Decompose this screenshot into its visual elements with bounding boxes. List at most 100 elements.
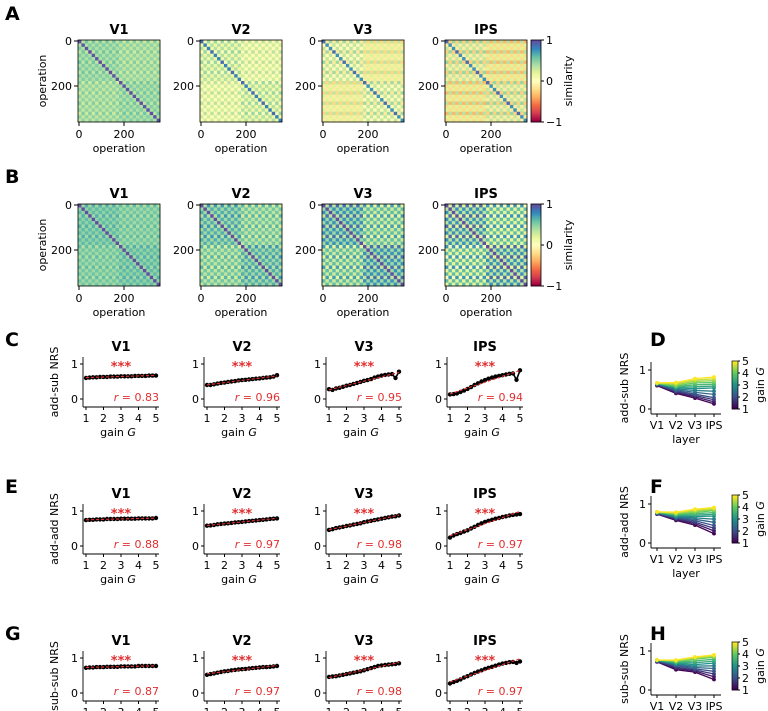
data-point bbox=[264, 375, 269, 380]
heatmap-cell bbox=[496, 74, 500, 78]
heatmap-cell bbox=[359, 245, 364, 249]
heatmap-cell bbox=[328, 258, 333, 263]
heatmap-cell bbox=[516, 231, 521, 236]
heatmap-cell bbox=[136, 272, 140, 277]
heatmap-cell bbox=[132, 101, 137, 106]
heatmap-cell bbox=[81, 108, 86, 113]
heatmap-cell bbox=[88, 118, 92, 123]
heatmap-cell bbox=[506, 248, 511, 253]
heatmap-cell bbox=[400, 248, 405, 253]
heatmap-cell bbox=[271, 268, 276, 273]
heatmap-cell bbox=[349, 53, 354, 58]
colorbar-step bbox=[531, 83, 541, 86]
heatmap-cell bbox=[486, 81, 490, 85]
heatmap-cell bbox=[237, 40, 242, 44]
heatmap-cell bbox=[217, 63, 221, 68]
heatmap-title-v2: V2 bbox=[231, 187, 250, 202]
heatmap-cell bbox=[496, 60, 500, 65]
heatmap-cell bbox=[119, 210, 123, 215]
heatmap-cell bbox=[241, 57, 245, 61]
heatmap-cell bbox=[352, 118, 357, 123]
heatmap-cell bbox=[101, 279, 106, 283]
heatmap-cell bbox=[122, 57, 127, 61]
heatmap-cell bbox=[506, 282, 511, 287]
ytick-label: 200 bbox=[173, 80, 194, 93]
heatmap-cell bbox=[244, 227, 249, 232]
heatmap-cell bbox=[492, 57, 497, 61]
heatmap-cell bbox=[475, 67, 480, 72]
heatmap-cell bbox=[98, 258, 103, 263]
heatmap-cell bbox=[486, 255, 490, 259]
heatmap-cell bbox=[105, 282, 110, 287]
heatmap-cell bbox=[465, 57, 470, 61]
heatmap-cell bbox=[393, 204, 398, 208]
heatmap-cell bbox=[125, 214, 130, 218]
heatmap-cell bbox=[468, 262, 473, 266]
heatmap-cell bbox=[220, 77, 225, 82]
heatmap-cell bbox=[455, 87, 459, 92]
heatmap-cell bbox=[523, 87, 528, 92]
heatmap-cell bbox=[400, 84, 405, 89]
heatmap-cell bbox=[78, 241, 82, 246]
heatmap-cell bbox=[369, 272, 374, 277]
heatmap-cell bbox=[492, 231, 497, 236]
heatmap-cell bbox=[342, 204, 347, 208]
heatmap-cell bbox=[237, 255, 242, 259]
heatmap-cell bbox=[88, 67, 92, 72]
heatmap-cell bbox=[516, 40, 521, 44]
heatmap-cell bbox=[122, 255, 127, 259]
heatmap-cell bbox=[258, 104, 262, 109]
heatmap-cell bbox=[105, 204, 110, 208]
heatmap-cell bbox=[139, 258, 144, 263]
heatmap-cell bbox=[520, 70, 524, 75]
heatmap-cell bbox=[482, 70, 487, 75]
heatmap-cell bbox=[359, 101, 364, 106]
heatmap-cell bbox=[455, 224, 459, 229]
heatmap-cell bbox=[153, 248, 157, 253]
heatmap-cell bbox=[112, 57, 116, 61]
heatmap-cell bbox=[349, 43, 354, 48]
heatmap-cell bbox=[492, 104, 497, 109]
heatmap-cell bbox=[203, 204, 208, 208]
heatmap-cell bbox=[445, 224, 449, 229]
heatmap-cell bbox=[149, 227, 154, 232]
heatmap-cell bbox=[342, 57, 347, 61]
heatmap-cell bbox=[119, 115, 123, 119]
heatmap-cell bbox=[506, 279, 511, 283]
heatmap-cell bbox=[254, 74, 259, 78]
heatmap-cell bbox=[227, 63, 232, 68]
heatmap-cell bbox=[227, 275, 232, 280]
colorbar-step bbox=[531, 228, 541, 232]
heatmap-cell bbox=[200, 104, 204, 109]
heatmap-cell bbox=[468, 231, 473, 236]
heatmap-cell bbox=[332, 258, 336, 263]
heatmap-cell bbox=[108, 115, 113, 119]
heatmap-cell bbox=[373, 115, 377, 119]
heatmap-cell bbox=[380, 70, 384, 75]
heatmap-cell bbox=[489, 53, 494, 58]
heatmap-cell bbox=[516, 77, 521, 82]
heatmap-cell bbox=[383, 238, 388, 242]
heatmap-cell bbox=[136, 217, 140, 222]
heatmap-cell bbox=[223, 210, 228, 215]
heatmap-cell bbox=[105, 231, 110, 236]
heatmap-cell bbox=[237, 46, 242, 51]
panel-label-F: F bbox=[650, 476, 663, 498]
heatmap-cell bbox=[393, 94, 398, 99]
heatmap-cell bbox=[112, 210, 116, 215]
heatmap-cell bbox=[139, 111, 144, 116]
heatmap-cell bbox=[472, 53, 477, 58]
heatmap-cell bbox=[108, 245, 113, 249]
heatmap-cell bbox=[275, 282, 279, 287]
heatmap-cell bbox=[115, 238, 120, 242]
heatmap-cell bbox=[352, 217, 357, 222]
heatmap-cell bbox=[88, 87, 92, 92]
heatmap-cell bbox=[451, 94, 456, 99]
heatmap-cell bbox=[142, 227, 147, 232]
heatmap-cell bbox=[112, 60, 116, 65]
heatmap-cell bbox=[390, 108, 395, 113]
heatmap-cell bbox=[386, 258, 391, 263]
heatmap-cell bbox=[146, 77, 151, 82]
heatmap-cell bbox=[98, 67, 103, 72]
heatmap-cell bbox=[468, 258, 473, 263]
